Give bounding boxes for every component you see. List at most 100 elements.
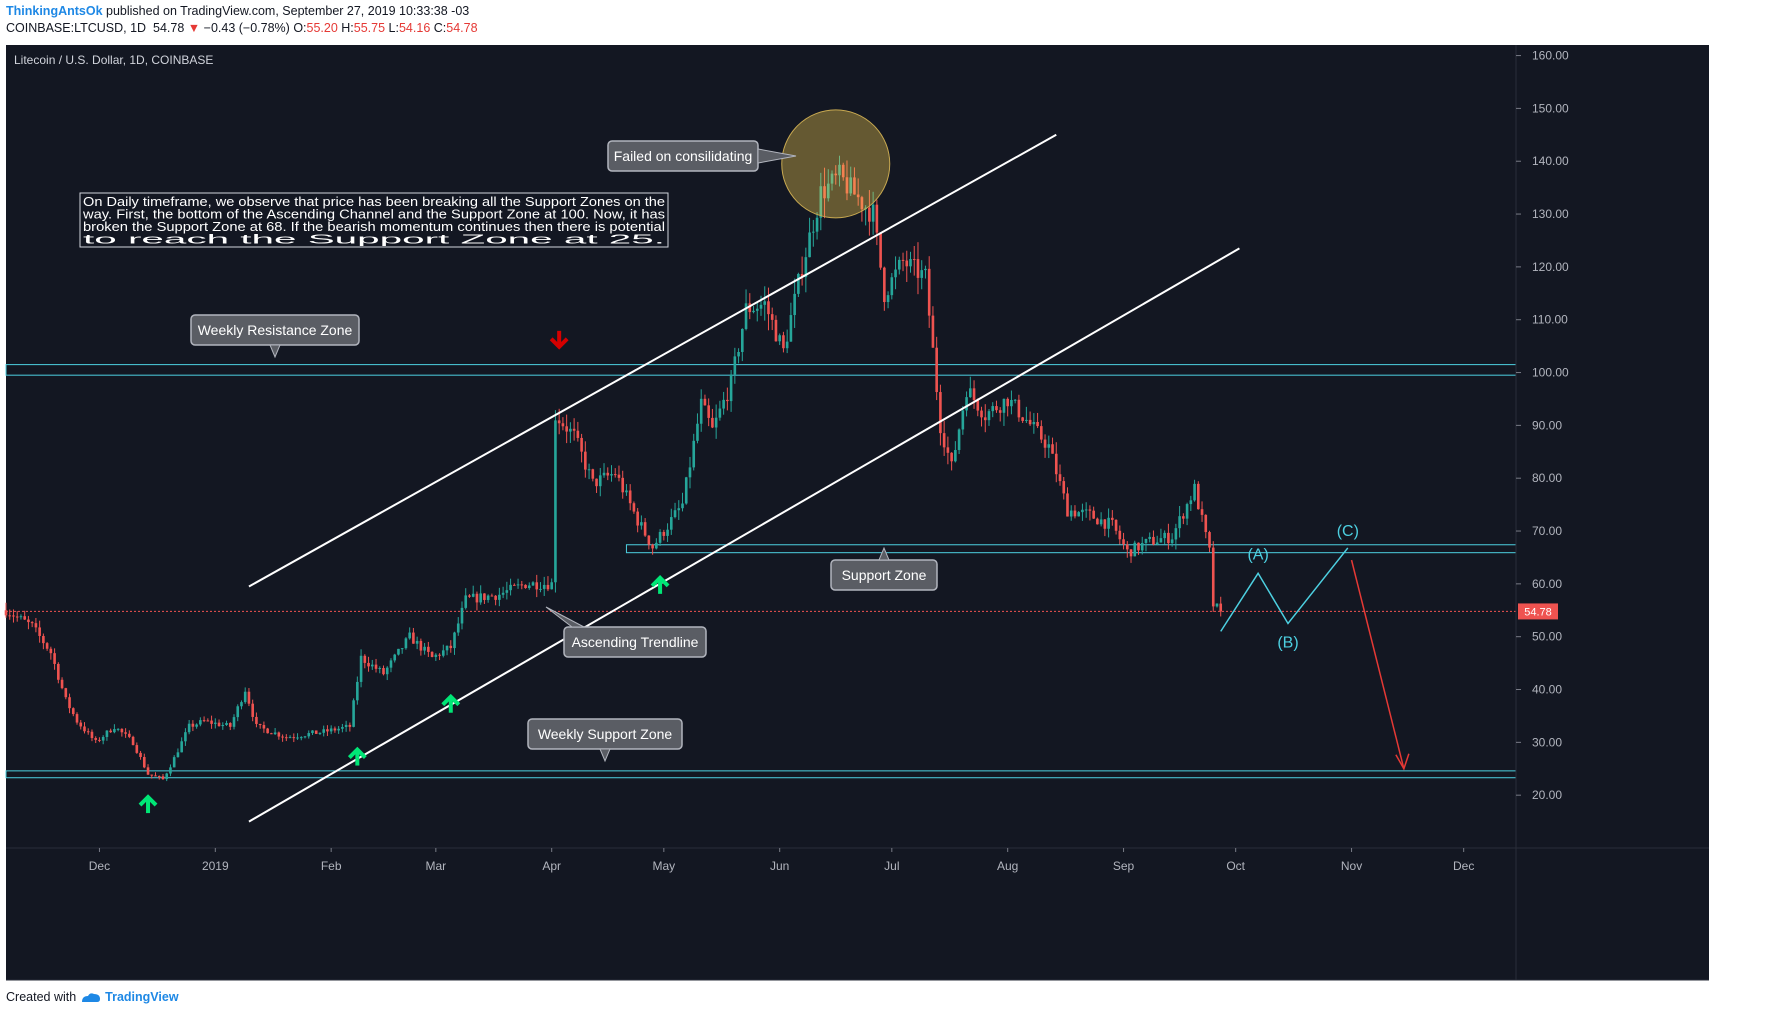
time-tick-label: Oct	[1226, 859, 1245, 873]
candle-body	[1189, 500, 1193, 505]
candle-body	[666, 529, 669, 536]
candle-body	[569, 428, 572, 432]
candle-body	[172, 757, 176, 768]
candle-body	[116, 728, 120, 730]
candle-body	[860, 197, 864, 210]
candle-body	[449, 645, 453, 649]
candle-body	[531, 582, 535, 586]
candle-body	[894, 269, 897, 278]
ascending-trendline-callout-box	[563, 626, 707, 658]
candle-body	[1122, 539, 1125, 545]
candle-body	[886, 295, 890, 303]
high-value: 55.75	[353, 21, 386, 35]
candle-body	[1066, 493, 1069, 517]
candle-body	[1073, 510, 1077, 517]
price-tick-label: 130.00	[1532, 207, 1569, 221]
author-link[interactable]: ThinkingAntsOk	[6, 4, 103, 18]
candle-body	[113, 729, 116, 733]
candle-body	[677, 508, 681, 511]
candle-body	[890, 277, 894, 296]
candle-body	[34, 623, 38, 628]
candle-body	[441, 650, 445, 656]
up-arrow-head	[138, 794, 158, 807]
candle-body	[662, 531, 666, 536]
weekly-resistance-callout: Weekly Resistance Zone	[190, 314, 360, 359]
candle-body	[359, 655, 363, 682]
candle-body	[1182, 516, 1185, 519]
candle-body	[385, 667, 389, 675]
candle-body	[613, 474, 617, 476]
candle-body	[232, 717, 236, 727]
candle-body	[460, 607, 464, 624]
candle-body	[1200, 509, 1204, 515]
projection-arrow-head	[1395, 753, 1410, 771]
candle-body	[617, 474, 621, 478]
candle-body	[651, 544, 654, 549]
up-arrow-head	[441, 693, 461, 707]
candle-body	[1118, 530, 1122, 540]
candle-body	[998, 410, 1002, 413]
candle-body	[94, 738, 98, 740]
created-with: Created with	[6, 990, 77, 1004]
candle-body	[393, 654, 397, 661]
ascending-trendline-callout: Ascending Trendline	[545, 606, 707, 658]
support-zone-callout-tail	[878, 546, 890, 561]
candle-body	[782, 335, 785, 349]
candle-body	[1159, 538, 1163, 543]
candle-body	[415, 640, 419, 644]
candle-body	[423, 646, 426, 651]
candle-body	[258, 723, 262, 726]
candle-body	[752, 310, 755, 313]
candle-body	[729, 374, 733, 402]
candle-body	[770, 314, 774, 320]
candle-body	[1099, 519, 1103, 525]
candle-body	[176, 752, 180, 758]
candle-body	[236, 706, 240, 718]
candle-body	[714, 417, 718, 428]
candle-body	[1133, 542, 1137, 557]
candle-body	[539, 588, 542, 590]
candle-body	[655, 542, 658, 549]
header-row-1: ThinkingAntsOk published on TradingView.…	[6, 4, 478, 19]
candle-body	[363, 655, 367, 663]
candle-body	[243, 691, 247, 703]
candle-body	[199, 720, 202, 725]
price-chart[interactable]: Litecoin / U.S. Dollar, 1D, COINBASE (A) (…	[0, 0, 1767, 985]
chart-footer: Created with TradingView	[6, 990, 179, 1004]
candle-body	[1047, 444, 1051, 448]
candle-body	[251, 703, 254, 717]
candle-body	[737, 351, 740, 357]
time-tick-label: Sep	[1113, 859, 1135, 873]
candle-body	[1148, 536, 1152, 539]
candle-body	[853, 177, 856, 195]
candle-body	[1140, 542, 1144, 551]
time-tick-label: May	[652, 859, 675, 873]
weekly-support-callout-text: Weekly Support Zone	[538, 726, 673, 742]
candle-body	[370, 664, 374, 667]
candle-body	[950, 452, 953, 462]
candle-body	[326, 729, 329, 732]
candle-body	[703, 398, 707, 406]
candle-body	[942, 433, 946, 448]
candle-body	[759, 304, 763, 309]
candle-body	[1193, 483, 1196, 501]
candle-body	[45, 643, 49, 649]
candle-body	[1114, 519, 1118, 531]
candle-body	[868, 207, 871, 222]
candle-body	[658, 531, 662, 543]
candle-body	[785, 341, 789, 349]
candle-body	[296, 737, 299, 739]
candle-body	[471, 593, 475, 597]
tradingview-brand[interactable]: TradingView	[105, 990, 179, 1004]
candle-body	[4, 610, 8, 616]
candle-body	[1036, 421, 1039, 427]
candles-layer	[4, 155, 1223, 782]
candle-body	[535, 582, 539, 590]
time-tick-label: Aug	[997, 859, 1018, 873]
candle-body	[1215, 603, 1219, 607]
candle-body	[430, 651, 434, 657]
candle-body	[826, 183, 830, 199]
candle-body	[856, 194, 860, 198]
candle-body	[30, 622, 34, 624]
time-tick-label: Mar	[425, 859, 446, 873]
